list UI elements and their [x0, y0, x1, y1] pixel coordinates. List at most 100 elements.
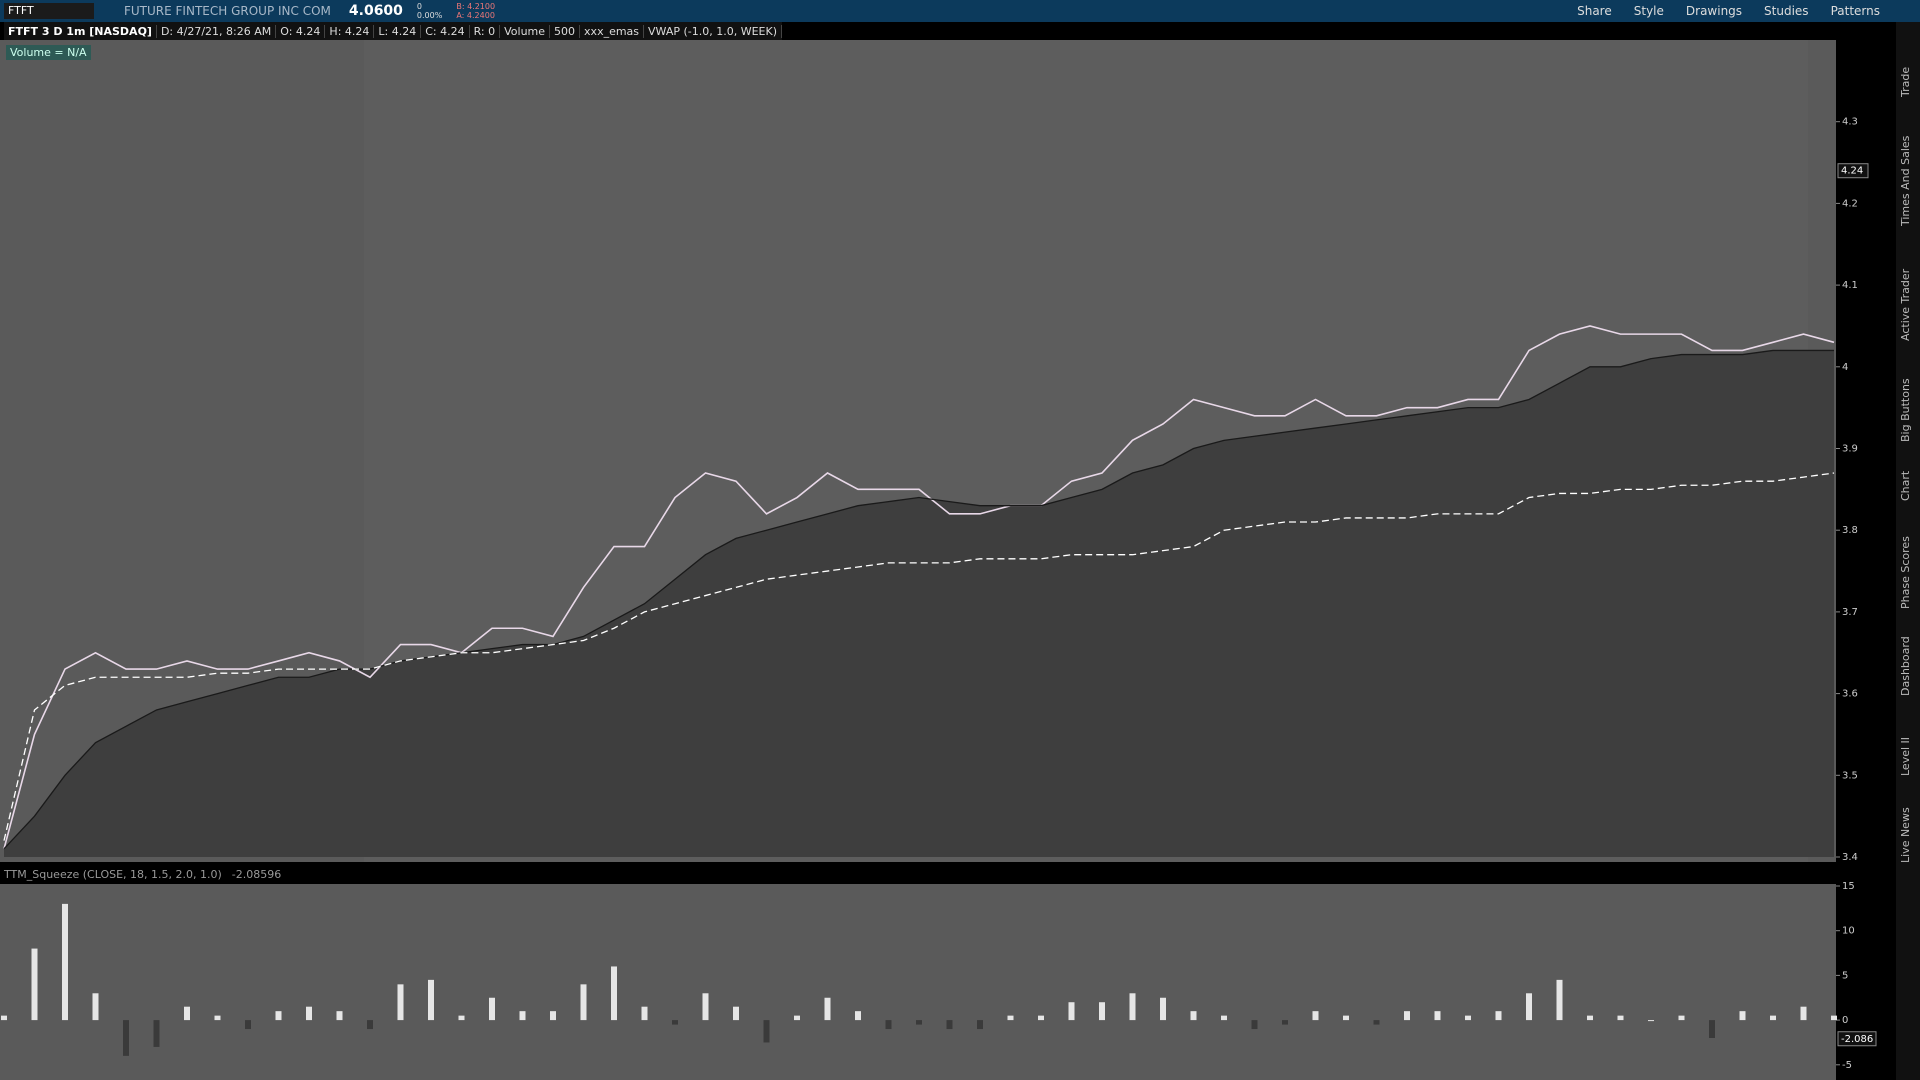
sidebar-tab[interactable]: Dashboard [1899, 636, 1912, 696]
toolbar: FTFT FUTURE FINTECH GROUP INC COM 4.0600… [0, 0, 1920, 22]
header-field: C: 4.24 [421, 24, 470, 38]
y-tick-label: 3.5 [1842, 770, 1858, 781]
toolbar-button[interactable]: Drawings [1685, 4, 1743, 18]
y-tick-label: 3.9 [1842, 444, 1858, 455]
momentum-bar [184, 1006, 190, 1021]
momentum-bar [1465, 1015, 1471, 1021]
momentum-bar [1373, 1020, 1380, 1025]
momentum-bar [1251, 1020, 1258, 1030]
momentum-bar [458, 1015, 465, 1021]
header-field: R: 0 [470, 24, 501, 38]
momentum-bar [245, 1020, 251, 1030]
sidebar-tab[interactable]: Level II [1899, 736, 1912, 776]
ema-area [4, 350, 1834, 857]
sidebar-tab[interactable]: Times And Sales [1899, 135, 1912, 226]
last-price-label: 4.24 [1841, 166, 1863, 177]
quote: B: 4.2100 A: 4.2400 [456, 2, 495, 20]
change: 0 0.00% [417, 2, 442, 20]
momentum-bar [977, 1020, 983, 1030]
y-tick-label: 3.4 [1842, 852, 1858, 863]
header-field: Volume [500, 24, 551, 38]
y-tick-label: 4.2 [1842, 198, 1858, 209]
momentum-bar [946, 1020, 953, 1030]
study-value: -2.08596 [231, 868, 282, 881]
momentum-bar [1221, 1015, 1227, 1021]
sidebar-tab[interactable]: Live News [1899, 807, 1912, 863]
toolbar-button[interactable]: Style [1633, 4, 1664, 18]
momentum-bar [641, 1006, 648, 1021]
momentum-bar [1, 1015, 7, 1021]
momentum-bar [1099, 1002, 1105, 1021]
momentum-bar [763, 1020, 770, 1043]
momentum-bar [1831, 1015, 1837, 1021]
momentum-bar [1007, 1015, 1014, 1021]
sidebar-tab[interactable]: Chart [1899, 470, 1912, 501]
momentum-bar [62, 903, 68, 1021]
momentum-bar [1312, 1011, 1319, 1021]
y-tick-label: 15 [1842, 881, 1855, 892]
momentum-bar [306, 1006, 312, 1021]
toolbar-button[interactable]: Patterns [1830, 4, 1880, 18]
series-line [3, 349, 1834, 850]
study-panel [0, 884, 1836, 1080]
momentum-bar [1343, 1015, 1349, 1021]
study-value-box [1837, 1031, 1877, 1047]
price-axis [1836, 22, 1896, 866]
momentum-bar [397, 984, 404, 1021]
momentum-bar [672, 1020, 678, 1025]
study-header: TTM_Squeeze (CLOSE, 18, 1.5, 2.0, 1.0) -2… [4, 868, 281, 881]
momentum-bar [214, 1015, 221, 1021]
y-tick-label: 4 [1842, 362, 1848, 373]
change-pct: 0.00% [416, 11, 443, 20]
y-tick-label: 3.6 [1842, 689, 1858, 700]
momentum-bar [519, 1011, 526, 1021]
momentum-bar [1160, 997, 1166, 1021]
ask: A: 4.2400 [456, 11, 495, 20]
toolbar-button[interactable]: Share [1577, 4, 1612, 18]
last-price-box [1837, 163, 1869, 179]
momentum-bar [1404, 1011, 1410, 1021]
company: FUTURE FINTECH GROUP INC COM [124, 4, 331, 18]
header-field: O: 4.24 [276, 24, 326, 38]
chart-header: FTFT 3 D 1m [NASDAQ] D: 4/27/21, 8:26 AM O… [4, 22, 783, 40]
y-tick-label: 3.8 [1842, 525, 1858, 536]
sidebar-tab[interactable]: Big Buttons [1899, 378, 1912, 442]
change-value: 0 [416, 2, 423, 11]
header-field: H: 4.24 [325, 24, 375, 38]
momentum-bar [275, 1011, 282, 1021]
momentum-bar [580, 984, 587, 1021]
momentum-bar [733, 1006, 739, 1021]
sidebar-tab[interactable]: Active Trader [1899, 268, 1912, 341]
momentum-bar [489, 997, 495, 1021]
momentum-bar [1282, 1020, 1288, 1025]
study-title: TTM_Squeeze (CLOSE, 18, 1.5, 2.0, 1.0) [4, 868, 222, 881]
y-tick-label: 0 [1842, 1015, 1848, 1026]
symbol-box[interactable]: FTFT [4, 3, 94, 19]
momentum-bar [824, 997, 831, 1021]
toolbar-buttons: Share Style Drawings Studies Patterns [1577, 4, 1880, 18]
momentum-bar [367, 1020, 373, 1030]
header-field: xxx_emas [580, 24, 645, 38]
last-price: 4.0600 [348, 3, 403, 19]
header-field: VWAP (-1.0, 1.0, WEEK) [644, 24, 783, 38]
chart-title: FTFT 3 D 1m [NASDAQ] [4, 24, 157, 38]
y-tick-label: 4.3 [1842, 117, 1858, 128]
y-tick-label: 10 [1842, 926, 1855, 937]
momentum-bar [1556, 979, 1563, 1021]
y-tick-label: 4.1 [1842, 280, 1858, 291]
momentum-bar [1587, 1015, 1593, 1021]
toolbar-button[interactable]: Studies [1764, 4, 1809, 18]
sidebar-tab[interactable]: Trade [1899, 66, 1912, 97]
momentum-bar [1709, 1020, 1715, 1038]
series-line [3, 325, 1835, 850]
momentum-bar [428, 979, 434, 1021]
momentum-bar [702, 993, 709, 1021]
sidebar-tab[interactable]: Phase Scores [1899, 536, 1912, 609]
volume-badge: Volume = N/A [6, 45, 91, 60]
momentum-bar [1678, 1015, 1685, 1021]
momentum-bar [123, 1020, 129, 1056]
momentum-bar [1038, 1015, 1044, 1021]
momentum-bar [92, 993, 99, 1021]
